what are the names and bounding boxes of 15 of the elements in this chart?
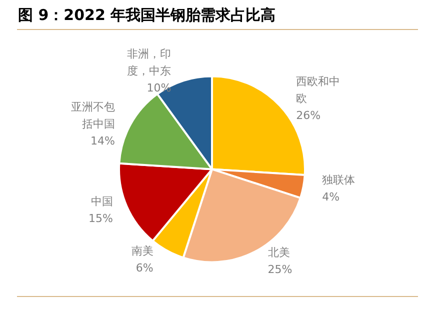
data-label: 6% [136, 261, 154, 274]
data-label: 10% [146, 82, 172, 95]
slice-label: 南美 [131, 244, 154, 258]
chart-title: 图 9：2022 年我国半钢胎需求占比高 [18, 6, 276, 25]
data-label: 14% [90, 134, 115, 148]
slice-label: 独联体 [322, 174, 356, 186]
data-label: 26% [296, 109, 321, 122]
slice-label: 中国 [90, 195, 113, 208]
slice-label: 非洲，印度，中东 [127, 48, 172, 78]
slice-label: 北美 [268, 246, 290, 259]
data-label: 25% [268, 262, 292, 276]
slice-label: 亚洲不包括中国 [70, 100, 115, 131]
data-label: 15% [88, 212, 113, 226]
data-label: 4% [322, 190, 340, 204]
slice-label: 西欧和中欧 [296, 75, 340, 106]
